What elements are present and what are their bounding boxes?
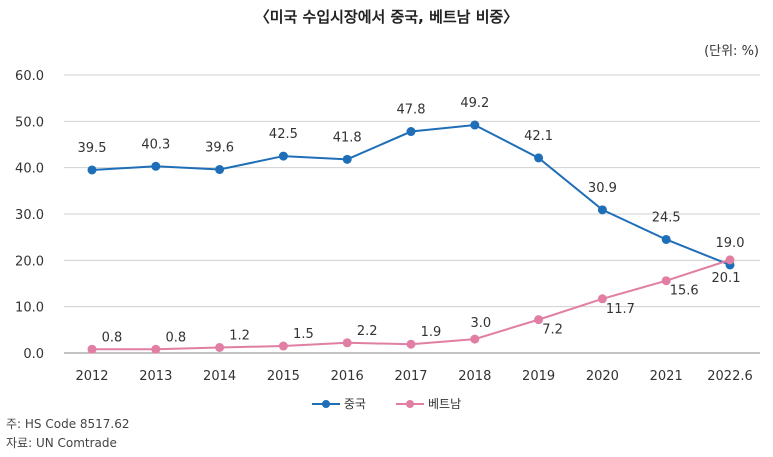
data-label-vietnam: 1.2 xyxy=(229,328,250,343)
data-point-china xyxy=(87,165,97,175)
data-point-vietnam xyxy=(215,342,225,352)
y-tick-label: 60.0 xyxy=(15,69,44,84)
data-label-china: 24.5 xyxy=(652,210,681,225)
x-tick-label: 2014 xyxy=(203,369,236,384)
data-label-china: 41.8 xyxy=(333,130,362,145)
data-label-china: 40.3 xyxy=(141,137,170,152)
data-label-vietnam: 3.0 xyxy=(470,316,491,331)
footnote-source: 자료: UN Comtrade xyxy=(6,436,117,450)
data-label-china: 39.6 xyxy=(205,141,234,156)
data-label-china: 30.9 xyxy=(588,181,617,196)
legend-swatch-vietnam xyxy=(395,399,424,409)
footnotes: 주: HS Code 8517.62 자료: UN Comtrade xyxy=(6,415,130,453)
x-tick-label: 2018 xyxy=(458,369,491,384)
legend-swatch-china xyxy=(311,399,340,409)
x-tick-label: 2012 xyxy=(75,369,108,384)
legend-item-vietnam: 베트남 xyxy=(395,395,462,412)
data-point-vietnam xyxy=(87,344,97,354)
data-point-china xyxy=(534,153,544,163)
data-label-vietnam: 0.8 xyxy=(102,330,123,345)
x-tick-label: 2019 xyxy=(522,369,555,384)
data-point-china xyxy=(278,151,288,161)
data-label-china: 47.8 xyxy=(397,103,426,118)
data-label-vietnam: 0.8 xyxy=(165,330,186,345)
data-point-vietnam xyxy=(470,334,480,344)
footnote-hs-code: 주: HS Code 8517.62 xyxy=(6,417,130,431)
data-point-vietnam xyxy=(406,339,416,349)
y-tick-label: 30.0 xyxy=(15,208,44,223)
data-point-china xyxy=(470,120,480,130)
x-tick-label: 2013 xyxy=(139,369,172,384)
data-point-china xyxy=(215,165,225,175)
legend-label-vietnam: 베트남 xyxy=(427,397,462,411)
y-tick-label: 40.0 xyxy=(15,162,44,177)
data-label-china: 49.2 xyxy=(460,96,489,111)
y-tick-label: 20.0 xyxy=(15,254,44,269)
x-tick-label: 2016 xyxy=(331,369,364,384)
data-label-china: 42.1 xyxy=(524,129,553,144)
x-tick-label: 2017 xyxy=(394,369,427,384)
x-tick-label: 2022.6 xyxy=(707,369,753,384)
data-point-china xyxy=(342,154,352,164)
data-label-vietnam: 7.2 xyxy=(542,323,563,338)
data-point-vietnam xyxy=(278,341,288,351)
y-tick-label: 0.0 xyxy=(23,347,44,362)
data-label-vietnam: 11.7 xyxy=(606,302,635,317)
data-label-china: 39.5 xyxy=(78,141,107,156)
data-point-vietnam xyxy=(151,344,161,354)
y-tick-label: 10.0 xyxy=(15,301,44,316)
x-tick-label: 2015 xyxy=(267,369,300,384)
data-point-vietnam xyxy=(597,294,607,304)
legend-item-china: 중국 xyxy=(311,395,366,412)
data-point-vietnam xyxy=(725,255,735,265)
chart-title: 〈미국 수입시장에서 중국, 베트남 비중〉 xyxy=(254,8,519,26)
data-point-vietnam xyxy=(342,338,352,348)
data-point-vietnam xyxy=(534,315,544,325)
x-tick-label: 2021 xyxy=(650,369,683,384)
data-point-china xyxy=(661,234,671,244)
data-point-china xyxy=(406,127,416,137)
series-line-china xyxy=(91,124,731,266)
legend-label-china: 중국 xyxy=(343,397,366,411)
data-label-vietnam: 1.9 xyxy=(421,325,442,340)
data-point-china xyxy=(151,161,161,171)
data-label-vietnam: 20.1 xyxy=(712,271,741,286)
data-label-china: 42.5 xyxy=(269,127,298,142)
line-chart: 0.0 10.0 20.0 30.0 40.0 50.0 60.0 2012 2013 2014 2… xyxy=(15,69,760,384)
legend: 중국 베트남 xyxy=(0,395,773,412)
unit-label: (단위: %) xyxy=(704,44,759,59)
data-label-vietnam: 1.5 xyxy=(293,327,314,342)
data-label-vietnam: 2.2 xyxy=(357,324,378,339)
data-point-vietnam xyxy=(661,276,671,286)
x-tick-label: 2020 xyxy=(586,369,619,384)
y-tick-label: 50.0 xyxy=(15,115,44,130)
data-point-china xyxy=(597,205,607,215)
data-label-china: 19.0 xyxy=(716,236,745,251)
data-label-vietnam: 15.6 xyxy=(670,284,699,299)
